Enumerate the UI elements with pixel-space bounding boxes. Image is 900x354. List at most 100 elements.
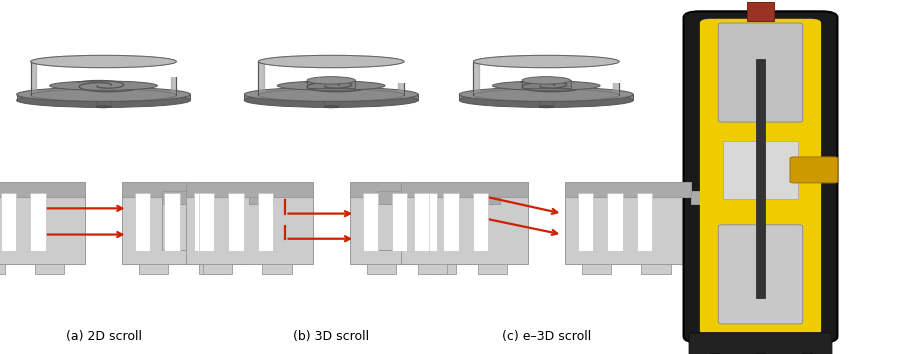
Bar xyxy=(165,193,180,251)
Bar xyxy=(140,264,168,274)
Ellipse shape xyxy=(31,55,176,68)
Bar xyxy=(363,193,378,251)
Bar xyxy=(258,193,274,251)
Bar xyxy=(377,191,401,250)
Bar xyxy=(1,193,16,251)
Ellipse shape xyxy=(459,93,634,107)
FancyBboxPatch shape xyxy=(689,333,832,354)
Text: (b) 3D scroll: (b) 3D scroll xyxy=(293,330,369,343)
Ellipse shape xyxy=(539,106,554,108)
Bar xyxy=(186,182,312,264)
Bar xyxy=(578,193,593,251)
Bar xyxy=(478,264,507,274)
Ellipse shape xyxy=(16,93,191,107)
Bar xyxy=(324,100,338,107)
Ellipse shape xyxy=(244,93,418,107)
Bar xyxy=(0,264,4,274)
FancyBboxPatch shape xyxy=(684,11,838,343)
Bar xyxy=(691,191,716,204)
FancyBboxPatch shape xyxy=(790,157,838,183)
Bar xyxy=(31,193,46,251)
Ellipse shape xyxy=(473,55,619,68)
Bar xyxy=(582,264,611,274)
Bar xyxy=(194,193,210,251)
Bar xyxy=(539,100,554,107)
Bar xyxy=(263,264,292,274)
Ellipse shape xyxy=(50,81,158,90)
Ellipse shape xyxy=(258,55,404,68)
Ellipse shape xyxy=(473,89,619,101)
Bar xyxy=(723,141,798,199)
Bar xyxy=(350,182,476,197)
Bar xyxy=(802,353,812,354)
Bar xyxy=(199,193,214,251)
Bar xyxy=(307,80,356,87)
Ellipse shape xyxy=(31,55,176,68)
Bar xyxy=(229,193,244,251)
Bar xyxy=(709,353,719,354)
Bar xyxy=(565,182,691,264)
Bar xyxy=(186,182,312,197)
Text: (c) e–3D scroll: (c) e–3D scroll xyxy=(501,330,591,343)
Bar xyxy=(418,264,447,274)
Bar xyxy=(476,191,500,204)
Bar xyxy=(565,182,691,197)
Bar xyxy=(422,193,437,251)
Bar xyxy=(122,182,248,197)
Bar xyxy=(522,80,571,87)
Bar xyxy=(135,193,150,251)
Bar xyxy=(476,191,500,250)
Bar xyxy=(203,264,232,274)
Ellipse shape xyxy=(96,106,111,108)
FancyBboxPatch shape xyxy=(718,23,803,122)
Ellipse shape xyxy=(459,87,634,102)
Bar xyxy=(377,191,401,204)
Bar xyxy=(401,182,527,264)
Bar xyxy=(401,182,527,197)
Bar xyxy=(568,55,627,83)
Bar xyxy=(473,193,489,251)
Ellipse shape xyxy=(307,77,356,84)
Bar xyxy=(0,182,85,197)
Bar xyxy=(162,191,186,250)
Bar xyxy=(248,191,273,204)
Bar xyxy=(637,193,652,251)
Bar xyxy=(691,191,716,250)
Bar xyxy=(122,182,248,264)
Ellipse shape xyxy=(522,77,571,84)
Bar xyxy=(756,59,765,298)
Bar xyxy=(162,191,186,204)
Ellipse shape xyxy=(31,89,176,101)
Ellipse shape xyxy=(473,55,619,68)
Bar xyxy=(756,353,765,354)
Bar xyxy=(199,264,228,274)
Bar xyxy=(367,264,396,274)
Bar xyxy=(608,193,623,251)
Bar xyxy=(392,193,408,251)
Bar xyxy=(350,182,476,264)
FancyBboxPatch shape xyxy=(718,225,803,324)
FancyBboxPatch shape xyxy=(700,19,821,335)
Bar xyxy=(16,95,191,100)
Bar xyxy=(96,100,111,107)
Bar xyxy=(248,191,273,250)
Bar xyxy=(0,182,85,264)
Ellipse shape xyxy=(277,81,385,90)
Text: (a) 2D scroll: (a) 2D scroll xyxy=(66,330,141,343)
Ellipse shape xyxy=(258,55,404,68)
Ellipse shape xyxy=(16,87,191,102)
Ellipse shape xyxy=(324,106,338,108)
Bar xyxy=(244,95,418,100)
Bar xyxy=(129,55,184,76)
Bar xyxy=(459,95,634,100)
Ellipse shape xyxy=(492,81,600,90)
Bar xyxy=(353,55,412,83)
Bar xyxy=(444,193,459,251)
Bar xyxy=(642,264,670,274)
Bar xyxy=(414,193,429,251)
Ellipse shape xyxy=(258,89,404,101)
Bar xyxy=(35,264,64,274)
Bar xyxy=(427,264,455,274)
Bar xyxy=(747,2,774,21)
Ellipse shape xyxy=(244,87,418,102)
